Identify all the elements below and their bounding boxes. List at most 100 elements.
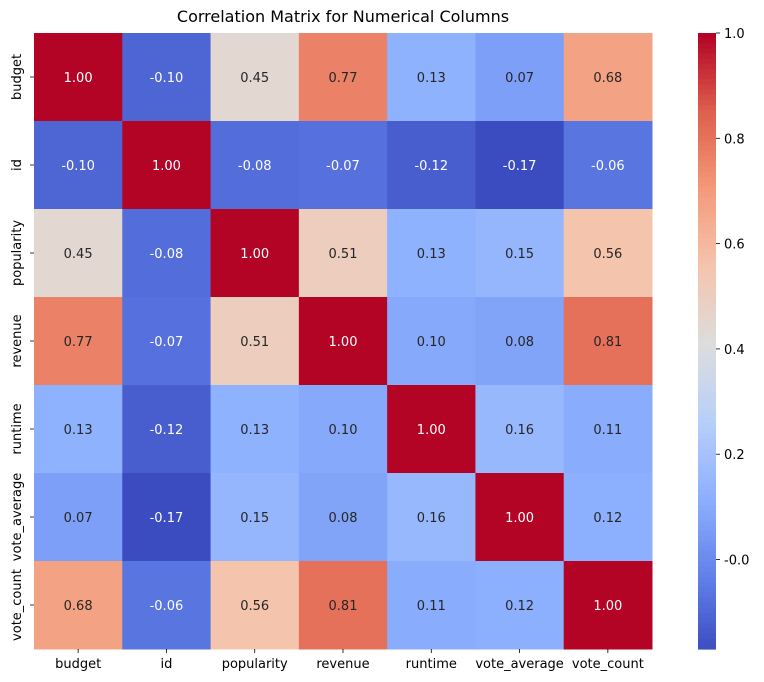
colorbar-segment xyxy=(698,607,716,614)
cell-annotation: 0.16 xyxy=(505,423,534,438)
colorbar-segment xyxy=(698,310,716,316)
y-tick-label: id xyxy=(10,159,25,171)
heatmap-cell xyxy=(475,473,565,562)
colorbar-segment xyxy=(698,418,716,424)
heatmap-cell xyxy=(563,385,653,474)
heatmap-cell xyxy=(298,561,388,650)
heatmap-cell xyxy=(298,33,388,122)
cell-annotation: 0.56 xyxy=(240,599,269,614)
colorbar-segment xyxy=(698,48,716,55)
cell-annotation: 1.00 xyxy=(593,599,622,614)
colorbar-segment xyxy=(698,500,716,506)
cell-annotation: 1.00 xyxy=(417,423,446,438)
cell-annotation: 1.00 xyxy=(505,511,534,526)
colorbar-segment xyxy=(698,453,716,460)
colorbar-segment xyxy=(698,407,716,414)
colorbar-segment xyxy=(698,135,716,142)
heatmap-cell xyxy=(387,121,476,210)
colorbar-segment xyxy=(698,192,716,198)
heatmap-cell xyxy=(387,473,476,562)
colorbar-tick-label: 0.6 xyxy=(724,238,745,253)
colorbar-segment xyxy=(698,633,716,640)
colorbar-segment xyxy=(698,145,716,152)
cell-annotation: -0.12 xyxy=(414,159,448,174)
heatmap-cell xyxy=(210,473,300,562)
y-tick-label: vote_average xyxy=(10,473,25,561)
colorbar-segment xyxy=(698,618,716,624)
heatmap-cell xyxy=(475,561,565,650)
cell-annotation: 1.00 xyxy=(240,247,269,262)
heatmap-cell xyxy=(475,33,565,122)
colorbar-tick-label: 0.4 xyxy=(724,343,745,358)
colorbar-tick-label: -0.0 xyxy=(724,553,749,568)
heatmap-cell xyxy=(563,561,653,650)
colorbar-segment xyxy=(698,151,716,157)
colorbar-segment xyxy=(698,53,716,60)
cell-annotation: 0.12 xyxy=(593,511,622,526)
heatmap-cell xyxy=(210,297,300,386)
colorbar-segment xyxy=(698,120,716,126)
heatmap-cell xyxy=(34,209,123,298)
colorbar-segment xyxy=(698,351,716,357)
colorbar-segment xyxy=(698,58,716,65)
colorbar-segment xyxy=(698,89,716,96)
colorbar-segment xyxy=(698,99,716,106)
cell-annotation: 0.13 xyxy=(240,423,269,438)
colorbar-segment xyxy=(698,104,716,111)
heatmap-cell xyxy=(563,209,653,298)
y-tick-label: vote_count xyxy=(10,569,25,641)
cell-annotation: 0.81 xyxy=(329,599,358,614)
heatmap-cell xyxy=(210,561,300,650)
cell-annotation: 1.00 xyxy=(64,71,93,86)
colorbar-segment xyxy=(698,181,716,188)
heatmap-cell xyxy=(210,33,300,122)
colorbar-segment xyxy=(698,63,716,70)
heatmap-cell xyxy=(34,121,123,210)
colorbar-segment xyxy=(698,382,716,388)
colorbar-segment xyxy=(698,464,716,470)
colorbar-segment xyxy=(698,469,716,476)
colorbar-segment xyxy=(698,279,716,286)
cell-annotation: -0.10 xyxy=(150,71,184,86)
colorbar-segment xyxy=(698,74,716,80)
cell-annotation: -0.17 xyxy=(503,159,537,174)
x-tick-label: id xyxy=(160,657,172,672)
colorbar-segment xyxy=(698,479,716,486)
heatmap-cell xyxy=(387,385,476,474)
cell-annotation: 0.16 xyxy=(417,511,446,526)
colorbar-segment xyxy=(698,217,716,224)
colorbar-segment xyxy=(698,474,716,481)
colorbar-segment xyxy=(698,140,716,147)
colorbar-segment xyxy=(698,572,716,578)
heatmap-cell xyxy=(122,33,212,122)
heatmap-cell xyxy=(475,385,565,474)
colorbar-segment xyxy=(698,110,716,116)
cell-annotation: 0.08 xyxy=(329,511,358,526)
colorbar-segment xyxy=(698,166,716,173)
heatmap-cell xyxy=(122,473,212,562)
colorbar-segment xyxy=(698,233,716,239)
colorbar-tick-label: 0.2 xyxy=(724,448,745,463)
heatmap-cell xyxy=(563,297,653,386)
colorbar-segment xyxy=(698,613,716,619)
colorbar-segment xyxy=(698,269,716,275)
colorbar-segment xyxy=(698,582,716,588)
colorbar-segment xyxy=(698,397,716,404)
colorbar-segment xyxy=(698,171,716,178)
y-tick-label: popularity xyxy=(10,220,25,286)
cell-annotation: 0.56 xyxy=(593,247,622,262)
cell-annotation: 0.51 xyxy=(329,247,358,262)
heatmap-cell xyxy=(34,297,123,386)
y-tick-label: budget xyxy=(10,54,25,100)
colorbar-segment xyxy=(698,125,716,132)
colorbar-segment xyxy=(698,515,716,522)
colorbar-segment xyxy=(698,448,716,455)
colorbar-segment xyxy=(698,84,716,91)
colorbar-segment xyxy=(698,443,716,450)
colorbar-segment xyxy=(698,341,716,347)
cell-annotation: 0.11 xyxy=(593,423,622,438)
heatmap-cell xyxy=(34,385,123,474)
heatmap-cell xyxy=(298,121,388,210)
colorbar-segment xyxy=(698,602,716,609)
